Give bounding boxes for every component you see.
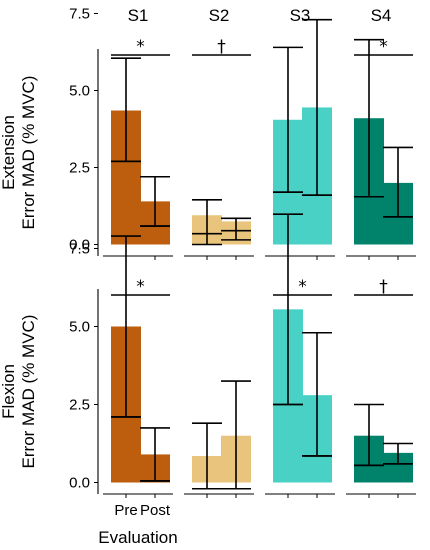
- significance-marker: *: [379, 37, 388, 57]
- y-tick-label: 5.0: [69, 319, 90, 336]
- y-axis-title-flexion: Error MAD (% MVC): [19, 315, 38, 469]
- y-tick-label: 2.5: [69, 397, 90, 414]
- strip-label-s2: S2: [209, 6, 230, 25]
- strip-label-s1: S1: [128, 6, 149, 25]
- x-tick-label-pre: Pre: [114, 502, 137, 519]
- y-tick-label: 7.5: [69, 241, 90, 258]
- y-tick-label: 2.5: [69, 160, 90, 177]
- y-tick-label: 7.5: [69, 6, 90, 23]
- strip-label-s4: S4: [371, 6, 392, 25]
- y-tick-label: 5.0: [69, 83, 90, 100]
- significance-marker: †: [379, 277, 388, 297]
- x-axis-title: Evaluation: [98, 528, 177, 547]
- significance-marker: †: [217, 37, 226, 57]
- strip-label-s3: S3: [290, 6, 311, 25]
- row-label-flexion: Flexion: [0, 364, 18, 419]
- row-label-extension: Extension: [0, 115, 18, 190]
- significance-marker: *: [136, 277, 145, 297]
- significance-marker: *: [136, 37, 145, 57]
- x-tick-label-post: Post: [140, 502, 171, 519]
- significance-marker: *: [298, 277, 307, 297]
- y-tick-label: 0.0: [69, 237, 90, 254]
- y-tick-label: 0.0: [69, 475, 90, 492]
- y-axis-title-extension: Error MAD (% MVC): [19, 76, 38, 230]
